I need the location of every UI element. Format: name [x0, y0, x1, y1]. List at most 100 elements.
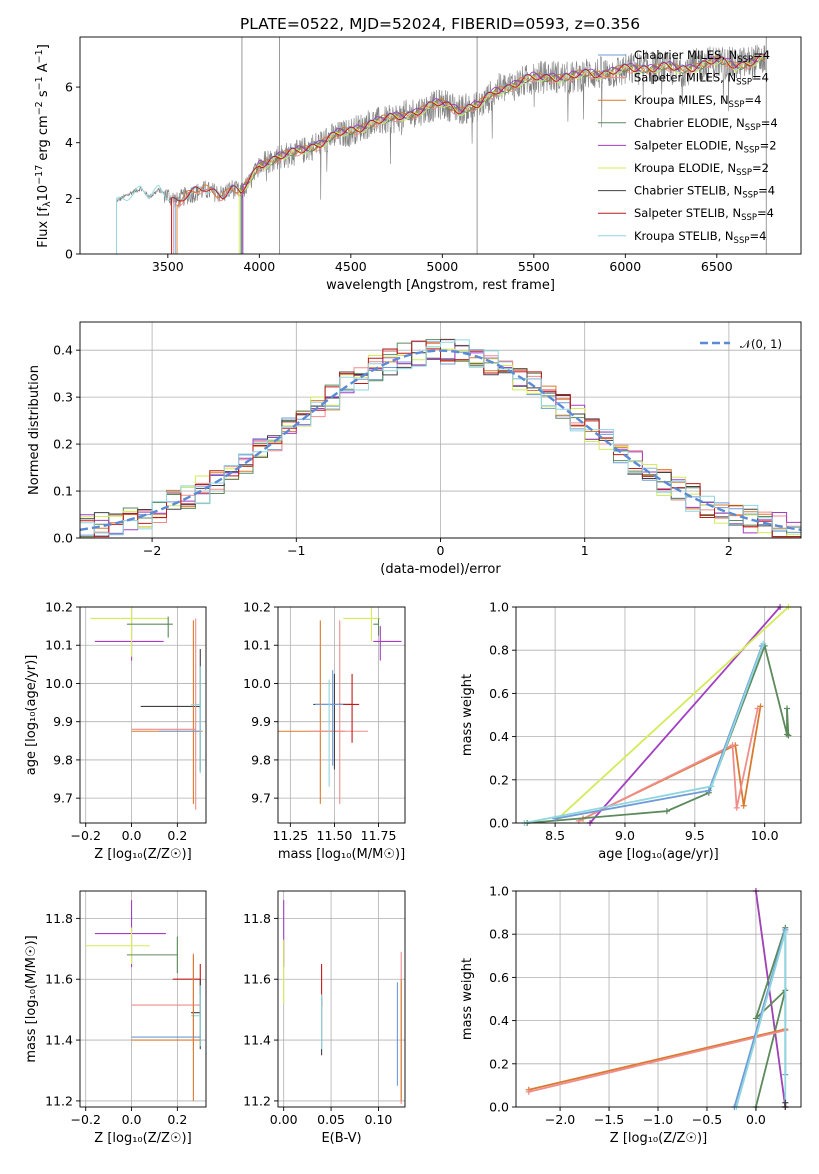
y-tick-label: 0.8 — [489, 643, 509, 658]
y-tick-label: 0.2 — [489, 772, 509, 787]
x-tick-label: −0.2 — [71, 1112, 101, 1127]
axes-age-vs-z: −0.2 0.0 0.2 9.7 9.8 9.9 10.0 10.1 10.2 Z [log₁₀(… — [24, 600, 207, 862]
y-tick-label: 0.2 — [489, 1056, 509, 1071]
y-tick-label: 0.1 — [53, 484, 73, 499]
weight-point-marker — [525, 1088, 532, 1095]
x-tick-label: 10.0 — [751, 828, 779, 843]
weight-point-marker — [752, 1015, 759, 1022]
x-tick-label: 0.0 — [746, 1112, 766, 1127]
axes-spectrum: Chabrier MILES, NSSP=4 Salpeter MILES, NS… — [34, 36, 802, 293]
axes-weight-vs-z: −2.0 −1.5 −1.0 −0.5 0.0 0.0 0.2 0.4 0.6 0.8 1.0 Z [… — [460, 884, 802, 1146]
y-tick-label: 0.3 — [53, 390, 73, 405]
legend-label: 𝒩(0, 1) — [740, 337, 782, 351]
weight-point-marker — [740, 802, 747, 809]
axes-frame — [277, 606, 406, 824]
y-tick-label: 9.8 — [53, 752, 73, 767]
y-axis-label: Normed distribution — [27, 365, 42, 495]
plot-area — [516, 891, 801, 1107]
y-tick-label: 4 — [65, 135, 73, 150]
x-tick-label: 0.05 — [317, 1112, 345, 1127]
x-axis-label: mass [log₁₀(M/M☉)] — [278, 847, 405, 862]
legend-label: Chabrier ELODIE, NSSP=4 — [634, 116, 778, 133]
weight-point-marker — [784, 705, 791, 712]
y-tick-label: 2 — [65, 191, 73, 206]
y-tick-label: 11.2 — [243, 1093, 271, 1108]
plot-area — [278, 891, 405, 1107]
y-tick-label: 10.1 — [243, 638, 271, 653]
x-axis-label: age [log₁₀(age/yr)] — [598, 847, 719, 862]
y-tick-label: 11.8 — [243, 911, 271, 926]
y-tick-label: 0.4 — [489, 1013, 509, 1028]
y-tick-label: 11.2 — [45, 1093, 73, 1108]
legend-label: Salpeter STELIB, NSSP=4 — [634, 206, 774, 223]
gaussian-curve — [79, 349, 802, 531]
axes-weight-vs-age: 8.5 9.0 9.5 10.0 0.0 0.2 0.4 0.6 0.8 1.0 age [log₁… — [460, 600, 802, 862]
weight-series-line — [578, 708, 759, 822]
y-tick-label: 10.2 — [243, 600, 271, 615]
weight-point-marker — [705, 787, 712, 794]
plot-area — [278, 607, 405, 823]
x-tick-label: 0.2 — [167, 1112, 187, 1127]
x-tick-label: 6500 — [701, 259, 733, 274]
legend-label: Salpeter MILES, NSSP=4 — [634, 71, 769, 88]
y-tick-label: 9.7 — [53, 791, 73, 806]
marks-weight-vs-z — [525, 888, 789, 1110]
x-tick-label: −1 — [287, 543, 305, 558]
x-tick-label: −0.2 — [71, 828, 101, 843]
weight-point-marker — [729, 742, 736, 749]
model-spectrum-line — [171, 53, 766, 254]
plot-area — [80, 891, 206, 1107]
y-tick-label: 0.4 — [489, 729, 509, 744]
axes-mass-vs-ebv: 0.00 0.05 0.10 11.2 11.4 11.6 11.8 E(B-V) — [243, 890, 406, 1146]
axes-frame — [515, 606, 802, 824]
axes-frame — [79, 606, 207, 824]
model-spectrum-line — [238, 54, 766, 254]
marks-mass-vs-ebv — [283, 900, 402, 1104]
weight-series-line — [755, 890, 787, 1108]
x-tick-label: 3500 — [152, 259, 184, 274]
y-axis-label: mass [log₁₀(M/M☉)] — [24, 935, 39, 1062]
y-tick-label: 9.9 — [53, 714, 73, 729]
x-tick-label: 11.25 — [272, 828, 308, 843]
x-tick-label: 11.75 — [361, 828, 397, 843]
histogram-step-line — [80, 339, 801, 536]
x-tick-label: 9.0 — [615, 828, 635, 843]
y-tick-label: 11.6 — [243, 972, 271, 987]
x-axis-label: Z [log₁₀(Z/Z☉)] — [610, 1131, 707, 1146]
x-tick-label: 11.50 — [317, 828, 353, 843]
y-tick-label: 0.0 — [489, 816, 509, 831]
weight-point-marker — [708, 783, 715, 790]
y-tick-label: 11.6 — [45, 972, 73, 987]
legend-label: Chabrier STELIB, NSSP=4 — [634, 184, 775, 201]
y-tick-label: 10.2 — [45, 600, 73, 615]
axes-frame — [277, 890, 406, 1108]
x-tick-label: −1.5 — [594, 1112, 624, 1127]
axes-frame — [515, 890, 802, 1108]
plot-area — [516, 607, 801, 823]
x-tick-label: 5500 — [518, 259, 550, 274]
weight-point-marker — [785, 732, 792, 739]
y-tick-label: 0.0 — [489, 1100, 509, 1115]
x-axis-label: Z [log₁₀(Z/Z☉)] — [94, 1131, 191, 1146]
y-tick-label: 6 — [65, 80, 73, 95]
axes-residuals: 𝒩(0, 1) −2 −1 0 1 2 0.0 0.1 0.2 0.3 0.4 (data-model… — [27, 321, 802, 577]
axes-frame — [79, 36, 802, 255]
y-tick-label: 10.1 — [45, 638, 73, 653]
y-tick-label: 9.9 — [251, 714, 271, 729]
y-tick-label: 0.6 — [489, 686, 509, 701]
y-tick-label: 0 — [65, 247, 73, 262]
x-axis-label: E(B-V) — [321, 1131, 361, 1146]
marks-weight-vs-age — [521, 604, 792, 826]
y-tick-label: 0.6 — [489, 970, 509, 985]
y-axis-label: mass weight — [460, 674, 475, 756]
x-tick-label: 0 — [437, 543, 445, 558]
y-tick-label: 1.0 — [489, 600, 509, 615]
y-axis-label: Flux [fλ10−17 erg cm−2 s−1 A−1] — [34, 44, 53, 248]
weight-series-line — [528, 1028, 786, 1091]
axes-mass-vs-z: −0.2 0.0 0.2 11.2 11.4 11.6 11.8 Z [log₁₀(Z/Z☉)… — [24, 890, 207, 1146]
weight-series-line — [528, 1029, 786, 1093]
weight-point-marker — [782, 1099, 789, 1106]
marks-spectrum — [116, 37, 767, 254]
y-tick-label: 11.4 — [45, 1033, 73, 1048]
